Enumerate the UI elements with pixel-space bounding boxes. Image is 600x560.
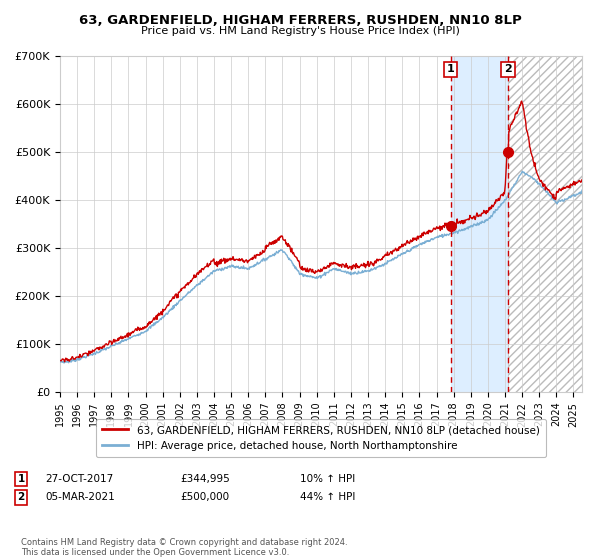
Bar bbox=[508, 56, 582, 392]
Text: 10% ↑ HPI: 10% ↑ HPI bbox=[300, 474, 355, 484]
Text: 27-OCT-2017: 27-OCT-2017 bbox=[45, 474, 113, 484]
Text: 1: 1 bbox=[446, 64, 454, 74]
Text: £500,000: £500,000 bbox=[180, 492, 229, 502]
Bar bbox=[508, 56, 582, 392]
Text: 05-MAR-2021: 05-MAR-2021 bbox=[45, 492, 115, 502]
Text: 2: 2 bbox=[504, 64, 512, 74]
Bar bbox=[451, 56, 508, 392]
Text: 2: 2 bbox=[17, 492, 25, 502]
Text: Price paid vs. HM Land Registry's House Price Index (HPI): Price paid vs. HM Land Registry's House … bbox=[140, 26, 460, 36]
Text: 63, GARDENFIELD, HIGHAM FERRERS, RUSHDEN, NN10 8LP: 63, GARDENFIELD, HIGHAM FERRERS, RUSHDEN… bbox=[79, 14, 521, 27]
Legend: 63, GARDENFIELD, HIGHAM FERRERS, RUSHDEN, NN10 8LP (detached house), HPI: Averag: 63, GARDENFIELD, HIGHAM FERRERS, RUSHDEN… bbox=[96, 419, 546, 458]
Text: £344,995: £344,995 bbox=[180, 474, 230, 484]
Text: Contains HM Land Registry data © Crown copyright and database right 2024.
This d: Contains HM Land Registry data © Crown c… bbox=[21, 538, 347, 557]
Text: 44% ↑ HPI: 44% ↑ HPI bbox=[300, 492, 355, 502]
Text: 1: 1 bbox=[17, 474, 25, 484]
